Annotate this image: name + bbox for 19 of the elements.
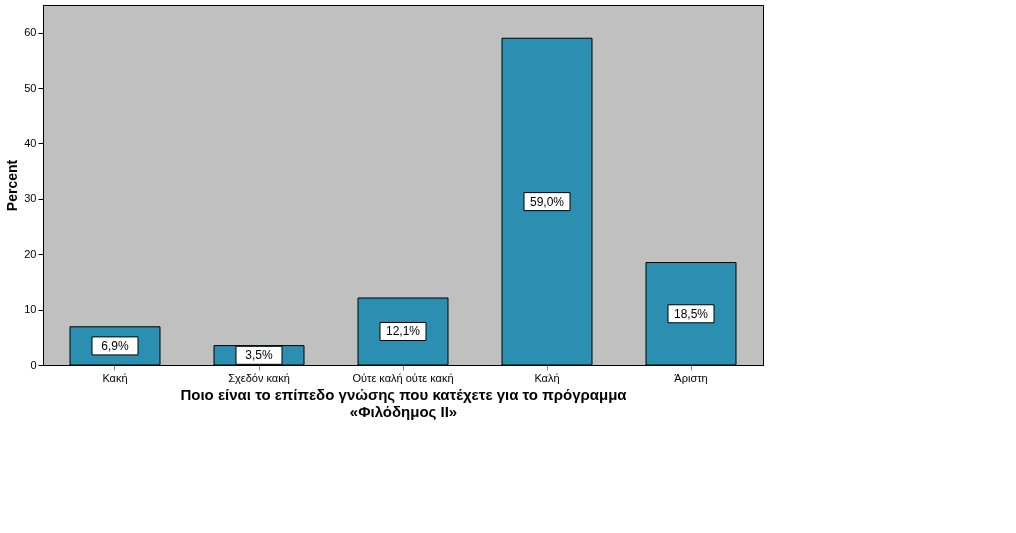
x-axis-title: Ποιο είναι το επίπεδο γνώσης που κατέχετε για το πρόγραμμα «Φιλόδημος ΙΙ»: [180, 385, 628, 420]
y-tick-label: 60: [24, 26, 37, 39]
x-tick-label: Κακή: [102, 371, 128, 384]
data-label: 59,0%: [529, 194, 565, 209]
y-tick-label: 10: [24, 303, 37, 316]
y-tick-label: 30: [24, 192, 37, 205]
data-label: 12,1%: [385, 324, 421, 339]
y-tick-label: 40: [24, 136, 37, 149]
y-axis-title: Percent: [4, 159, 21, 212]
x-tick-label: Άριστη: [674, 371, 708, 384]
data-label: 3,5%: [245, 348, 273, 363]
x-tick-label: Καλή: [534, 371, 560, 384]
data-label: 6,9%: [101, 338, 129, 353]
x-tick-label: Ούτε καλή ούτε κακή: [352, 371, 454, 384]
y-tick-label: 20: [24, 247, 37, 260]
y-tick-label: 50: [24, 81, 37, 94]
y-tick-label: 0: [30, 358, 37, 371]
data-label: 18,5%: [673, 306, 709, 321]
x-tick-label: Σχεδόν κακή: [228, 371, 290, 384]
